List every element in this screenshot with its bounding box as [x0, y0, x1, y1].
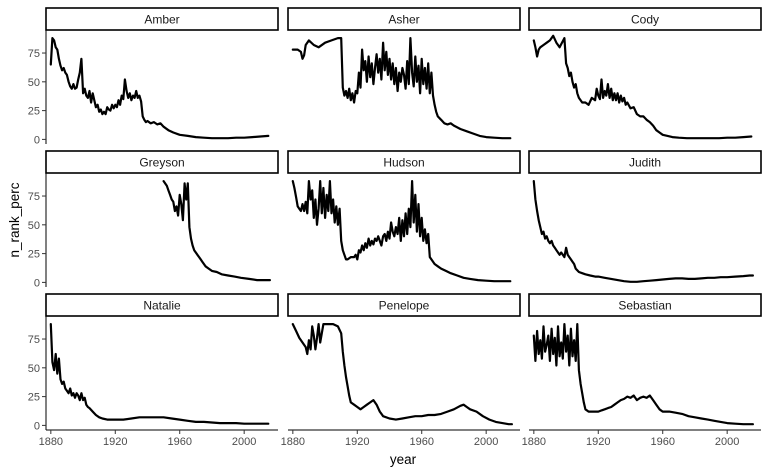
facet-penelope: Penelope: [287, 293, 521, 426]
facet-hudson: Hudson: [287, 150, 521, 283]
x-tick-label: 2000: [232, 436, 256, 448]
facet-strip-label: Judith: [629, 156, 661, 170]
facet-strip-natalie: [45, 293, 279, 317]
x-tick-label: 1920: [586, 436, 610, 448]
facet-strip-hudson: [287, 150, 521, 174]
facet-strip-label: Hudson: [383, 156, 424, 170]
facet-strip-label: Cody: [631, 13, 659, 27]
x-tick-label: 1880: [281, 436, 305, 448]
series-line-judith: [532, 180, 754, 283]
y-tick-label: 50: [28, 220, 40, 232]
facet-strip-label: Amber: [144, 13, 179, 27]
axes: 0 25 50 75 0 25 50 75 0 25 50 75 1880 1920 1960 2000 188…: [28, 30, 761, 448]
y-tick-label: 25: [28, 106, 40, 118]
y-tick-label: 0: [34, 420, 40, 432]
series-line-hudson: [291, 180, 512, 283]
x-tick-label: 2000: [474, 436, 498, 448]
facet-strip-judith: [528, 150, 762, 174]
facet-cody: Cody: [528, 7, 762, 140]
x-axis-title: year: [390, 452, 417, 467]
y-axis-title: n_rank_perc: [7, 182, 22, 257]
y-tick-label: 50: [28, 77, 40, 89]
x-tick-label: 1960: [167, 436, 191, 448]
facet-strip-penelope: [287, 293, 521, 317]
facet-strip-asher: [287, 7, 521, 31]
y-tick-label: 50: [28, 363, 40, 375]
facet-amber: Amber: [45, 7, 279, 140]
facet-strip-label: Asher: [388, 13, 419, 27]
x-tick-label: 1920: [345, 436, 369, 448]
y-tick-label: 0: [34, 277, 40, 289]
facet-strip-label: Natalie: [143, 299, 181, 313]
y-tick-label: 75: [28, 48, 40, 60]
series-line-cody: [532, 34, 753, 140]
y-tick-label: 75: [28, 334, 40, 346]
series-line-greyson: [162, 180, 271, 282]
y-tick-label: 25: [28, 249, 40, 261]
series-line-asher: [291, 37, 512, 140]
y-tick-label: 75: [28, 191, 40, 203]
facet-judith: Judith: [528, 150, 762, 283]
facet-strip-greyson: [45, 150, 279, 174]
facet-strip-label: Greyson: [139, 156, 184, 170]
x-tick-label: 1880: [39, 436, 63, 448]
x-tick-label: 1960: [650, 436, 674, 448]
y-tick-label: 25: [28, 392, 40, 404]
facet-asher: Asher: [287, 7, 521, 140]
facet-strip-label: Sebastian: [618, 299, 671, 313]
x-tick-label: 1880: [522, 436, 546, 448]
facet-sebastian: Sebastian: [528, 293, 762, 426]
facet-strip-label: Penelope: [379, 299, 430, 313]
facet-natalie: Natalie: [45, 293, 279, 425]
facet-strip-cody: [528, 7, 762, 31]
x-tick-label: 1920: [103, 436, 127, 448]
facet-strip-sebastian: [528, 293, 762, 317]
series-line-amber: [49, 37, 270, 140]
facet-panels: Amber Asher Cody Greyson Hudson Judith Natalie…: [45, 7, 762, 426]
x-tick-label: 1960: [409, 436, 433, 448]
series-line-natalie: [49, 323, 270, 425]
facet-strip-amber: [45, 7, 279, 31]
series-line-sebastian: [532, 323, 754, 426]
x-tick-label: 2000: [715, 436, 739, 448]
facet-greyson: Greyson: [45, 150, 279, 282]
series-line-penelope: [291, 323, 513, 426]
y-tick-label: 0: [34, 134, 40, 146]
